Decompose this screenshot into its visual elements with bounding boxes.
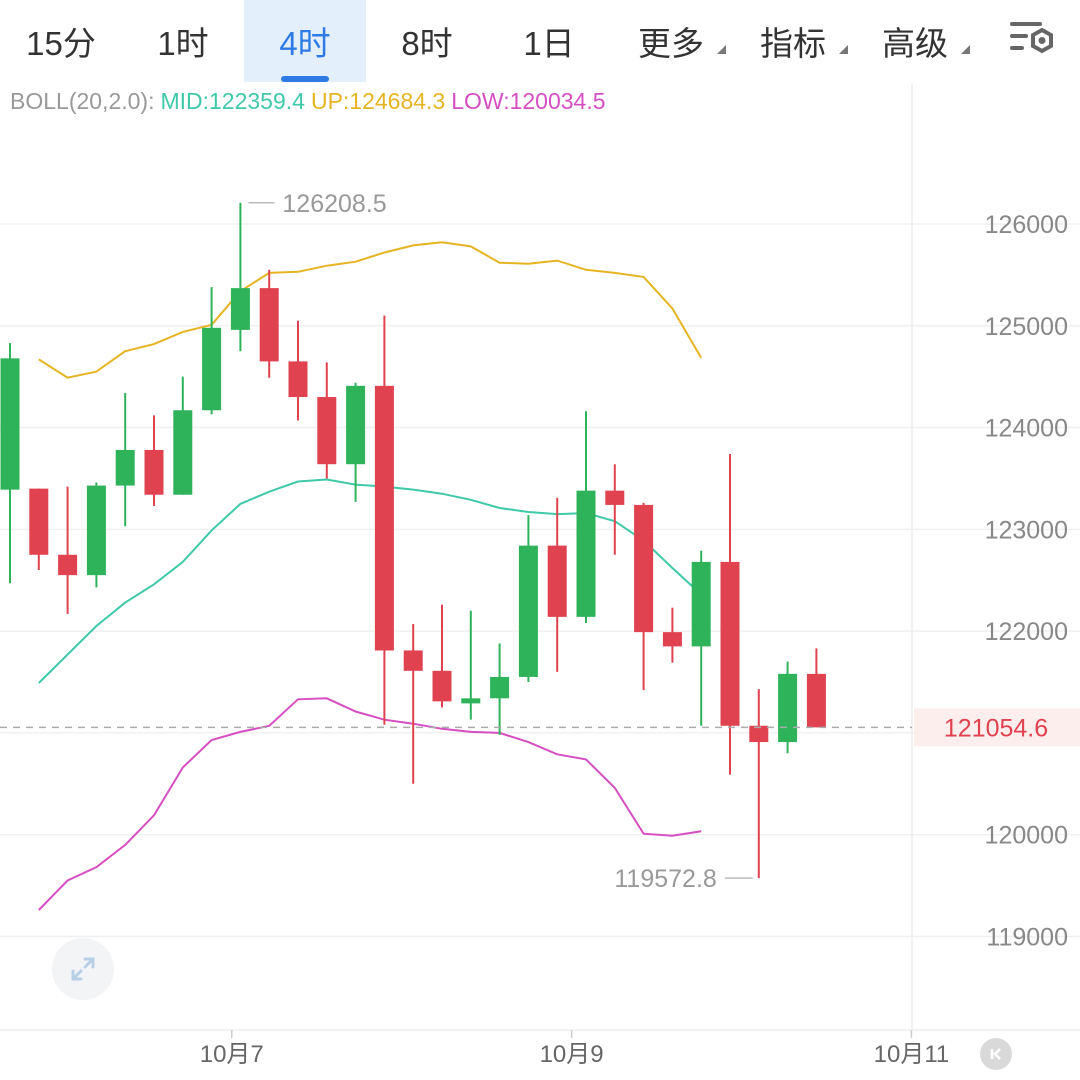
- x-tick-label: 10月11: [874, 1041, 950, 1068]
- candle-body: [58, 554, 78, 576]
- scroll-to-latest-button[interactable]: [980, 1038, 1012, 1070]
- candle-body: [518, 545, 538, 677]
- candle-body: [490, 676, 510, 699]
- candle-body: [259, 288, 279, 362]
- candle-body: [720, 561, 740, 726]
- candle-body: [691, 561, 711, 647]
- tab-label: 4时: [279, 25, 331, 62]
- legend-low: LOW:120034.5: [451, 88, 606, 114]
- last-price-label: 121054.6: [944, 714, 1048, 742]
- boll-mid-line: [38, 478, 702, 684]
- tab-label: 更多: [638, 25, 704, 62]
- candle-body: [0, 358, 20, 490]
- y-tick-label: 126000: [985, 211, 1068, 239]
- y-tick-label: 124000: [985, 415, 1068, 443]
- y-tick-label: 122000: [985, 618, 1068, 646]
- tab-7[interactable]: 指标: [732, 0, 854, 82]
- dropdown-triangle-icon: [717, 45, 726, 54]
- x-tick-label: 10月7: [200, 1041, 264, 1068]
- candle-body: [374, 385, 394, 651]
- timeframe-tabs: 15分 1时 4时 8时 1日 更多 指标 高级: [0, 0, 1080, 82]
- tab-1[interactable]: 15分: [0, 0, 122, 82]
- chart-settings-button[interactable]: [1004, 10, 1060, 66]
- y-tick-label: 125000: [985, 313, 1068, 341]
- candle-body: [346, 385, 366, 465]
- candle-body: [173, 410, 193, 495]
- candle-body: [576, 490, 596, 617]
- tab-2[interactable]: 1时: [122, 0, 244, 82]
- boll-legend: BOLL(20,2.0): MID:122359.4 UP:124684.3 LOW:…: [10, 88, 612, 115]
- candle-body: [403, 650, 423, 671]
- candle-body: [634, 504, 654, 633]
- skip-to-end-icon: [990, 1048, 1001, 1060]
- tab-5[interactable]: 1日: [488, 0, 610, 82]
- candle-body: [806, 673, 826, 728]
- candle-body: [317, 397, 337, 465]
- y-tick-label: 120000: [985, 822, 1068, 850]
- tab-label: 15分: [26, 25, 96, 62]
- candle-body: [288, 361, 308, 398]
- candle-body: [432, 670, 452, 702]
- dropdown-triangle-icon: [839, 45, 848, 54]
- candle-body: [29, 488, 49, 555]
- chart-settings-icon: [1010, 22, 1053, 54]
- x-tick-label: 10月9: [540, 1041, 604, 1068]
- tab-6[interactable]: 更多: [610, 0, 732, 82]
- tab-label: 1日: [523, 25, 575, 62]
- candle-body: [778, 673, 798, 743]
- tab-4[interactable]: 8时: [366, 0, 488, 82]
- tab-label: 1时: [157, 25, 209, 62]
- y-tick-label: 119000: [986, 923, 1068, 951]
- candle-body: [605, 490, 625, 505]
- candle-body: [230, 288, 250, 330]
- candle-body: [461, 698, 481, 704]
- tab-label: 指标: [760, 25, 826, 62]
- candle-body: [86, 485, 106, 576]
- legend-mid: MID:122359.4: [160, 88, 305, 114]
- tab-label: 高级: [882, 25, 948, 62]
- high-marker-label: 126208.5: [282, 190, 386, 218]
- tab-label: 8时: [401, 25, 453, 62]
- tab-3[interactable]: 4时: [244, 0, 366, 82]
- legend-up: UP:124684.3: [310, 88, 446, 114]
- candle-body: [115, 449, 135, 486]
- boll-up-line: [38, 241, 703, 379]
- dropdown-triangle-icon: [961, 45, 970, 54]
- tab-8[interactable]: 高级: [854, 0, 976, 82]
- candle-body: [749, 725, 769, 743]
- candle-body: [547, 545, 567, 617]
- y-tick-label: 123000: [985, 516, 1068, 544]
- last-price-badge: [914, 708, 1080, 747]
- low-marker-label: 119572.8: [614, 865, 716, 893]
- expand-icon: [71, 957, 95, 981]
- candle-body: [144, 449, 164, 495]
- legend-indicator-name: BOLL(20,2.0):: [10, 88, 155, 114]
- fullscreen-button[interactable]: [52, 938, 114, 1000]
- candle-body: [202, 327, 222, 411]
- boll-low-line: [38, 697, 702, 911]
- candle-body: [662, 632, 682, 647]
